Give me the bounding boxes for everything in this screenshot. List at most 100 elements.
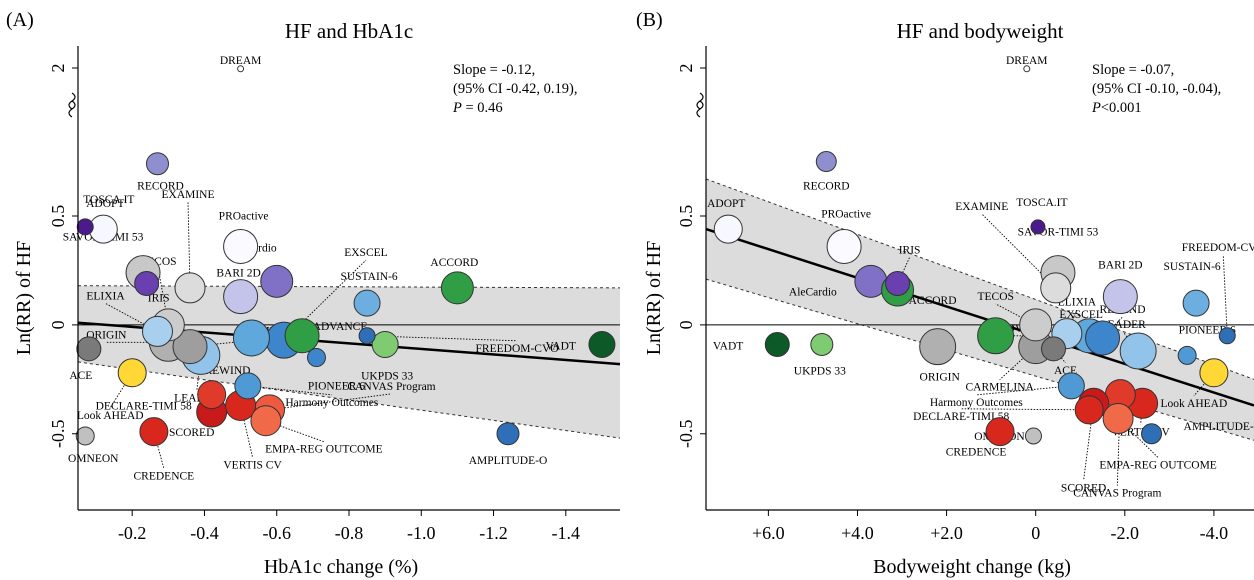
point-label-savor-timi-53: SAVOR-TIMI 53 xyxy=(1018,227,1099,239)
point-label-ace: ACE xyxy=(69,370,92,382)
annotation-ci: (95% CI -0.10, -0.04), xyxy=(1092,81,1221,97)
point-label-declare-timi-58: DECLARE-TIMI 58 xyxy=(913,411,1009,423)
point-label-origin: ORIGIN xyxy=(920,372,961,384)
chart-panel-b: DREAM RECORD ADOPT TOSCA.IT PROactive SAVOR-T… xyxy=(636,9,1254,578)
point-alecardio xyxy=(260,264,294,298)
point-adopt xyxy=(713,214,743,244)
point-label-harmony-outcomes: Harmony Outcomes xyxy=(285,397,378,409)
x-axis-label: HbA1c change (%) xyxy=(264,556,418,578)
leader-line-declare-timi-58 xyxy=(961,408,1090,411)
point-look-ahead xyxy=(117,358,147,388)
point-label-bari-2d: BARI 2D xyxy=(1098,260,1142,272)
point-label-canvas-program: CANVAS Program xyxy=(347,381,435,393)
chart-title: HF and HbA1c xyxy=(285,19,413,43)
point-record xyxy=(815,151,837,173)
point-label-bari-2d: BARI 2D xyxy=(216,268,260,280)
point-label-adopt: ADOPT xyxy=(707,198,745,210)
point-sustain-6 xyxy=(353,289,381,317)
point-harmony-outcomes xyxy=(234,372,262,400)
point-label-sustain-6: SUSTAIN-6 xyxy=(340,271,397,283)
y-tick-label: 0 xyxy=(48,320,68,329)
annotation-slope: Slope = -0.12, xyxy=(453,62,535,78)
point-rewind xyxy=(232,319,270,357)
point-label-record: RECORD xyxy=(803,181,850,193)
point-label-elixia: ELIXIA xyxy=(1058,297,1097,309)
x-tick-label: -1.0 xyxy=(407,523,436,543)
ci-upper-line xyxy=(77,285,621,289)
x-tick-label: +6.0 xyxy=(752,523,785,543)
annotation-p: P = 0.46 xyxy=(452,100,503,116)
point-label-vadt: VADT xyxy=(545,340,575,352)
point-iris xyxy=(134,271,160,297)
point-empa-reg-outcome xyxy=(250,405,282,437)
point-label-alecardio: AleCardio xyxy=(789,286,837,298)
point-label-sustain-6: SUSTAIN-6 xyxy=(1163,261,1220,273)
point-elixia xyxy=(141,315,173,347)
point-label-omneon: OMNEON xyxy=(68,453,119,465)
panel-label: (B) xyxy=(636,9,663,31)
point-label-advance: ADVANCE xyxy=(313,321,368,333)
point-label-iris: IRIS xyxy=(148,293,170,305)
point-amplitude-o xyxy=(1141,423,1163,445)
point-label-vertis-cv: VERTIS CV xyxy=(223,459,282,471)
point-tosca-it xyxy=(1030,219,1046,235)
point-label-proactive: PROactive xyxy=(219,210,269,222)
x-tick-label: 0 xyxy=(1031,523,1040,543)
x-tick-label: -0.4 xyxy=(190,523,219,543)
point-label-freedom-cvo: FREEDOM-CVO xyxy=(1182,242,1254,254)
point-examine xyxy=(174,272,206,304)
x-tick-label: -0.2 xyxy=(118,523,147,543)
leader-line-examine xyxy=(187,201,191,288)
point-omneon xyxy=(1024,427,1042,445)
point-proactive xyxy=(223,228,259,264)
point-label-declare-timi-58: DECLARE-TIMI 58 xyxy=(96,401,192,413)
point-adopt xyxy=(88,214,118,244)
point-label-ukpds-33: UKPDS 33 xyxy=(794,365,846,377)
point-credence xyxy=(985,417,1015,447)
point-ace xyxy=(1041,336,1067,362)
point-label-amplitude-o: AMPLITUDE-O xyxy=(1184,421,1254,433)
leader-line-examine xyxy=(981,213,1057,289)
point-label-origin: ORIGIN xyxy=(86,329,127,341)
point-label-amplitude-o: AMPLITUDE-O xyxy=(469,455,548,467)
point-label-record: RECORD xyxy=(137,181,184,193)
ci-lower-line xyxy=(705,278,1254,441)
point-label-harmony-outcomes: Harmony Outcomes xyxy=(930,397,1023,409)
leader-line-canvas-program xyxy=(269,393,392,411)
point-sustain-6 xyxy=(1182,289,1210,317)
point-carmelina xyxy=(172,329,208,365)
x-axis-label: Bodyweight change (kg) xyxy=(873,556,1071,578)
point-label-look-ahead: Look AHEAD xyxy=(77,410,144,422)
ci-upper-line xyxy=(705,178,1254,380)
x-tick-label: -1.2 xyxy=(479,523,508,543)
leader-line-rewind xyxy=(1102,316,1123,339)
point-leader xyxy=(1119,332,1157,370)
point-label-tosca-it: TOSCA.IT xyxy=(83,194,134,206)
point-label-dream: DREAM xyxy=(220,55,262,67)
leader-line-carmelina xyxy=(999,346,1036,380)
y-tick-label: -0.5 xyxy=(48,420,68,449)
point-markers xyxy=(75,65,616,447)
point-label-iris: IRIS xyxy=(899,245,921,257)
point-label-scored: SCORED xyxy=(1061,482,1106,494)
annotation-ci: (95% CI -0.42, 0.19), xyxy=(453,81,577,97)
point-declare-timi-58 xyxy=(197,380,227,410)
leader-line-harmony-outcomes xyxy=(247,385,332,396)
y-tick-label-break: 2 xyxy=(676,64,696,73)
point-vadt xyxy=(588,330,616,358)
axis-break-mark-2 xyxy=(68,100,76,118)
point-ace xyxy=(76,336,102,362)
point-label-elixia: ELIXIA xyxy=(86,290,125,302)
point-tecos xyxy=(1019,308,1053,342)
point-rewind xyxy=(1085,320,1121,356)
point-label-scored: SCORED xyxy=(169,427,214,439)
y-tick-label: 0.5 xyxy=(676,205,696,228)
point-label-ukpds-33: UKPDS 33 xyxy=(361,370,413,382)
y-tick-label-break: 2 xyxy=(48,64,68,73)
x-tick-label: +2.0 xyxy=(930,523,963,543)
x-tick-label: -4.0 xyxy=(1200,523,1229,543)
